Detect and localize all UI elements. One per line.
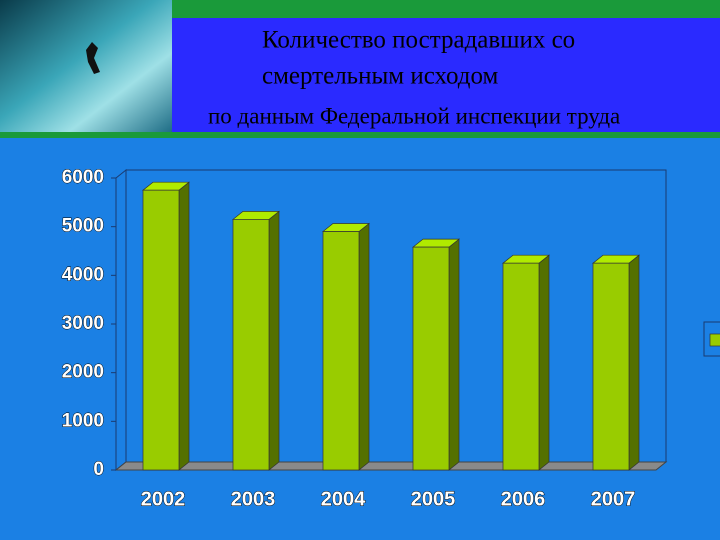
y-tick-label: 4000 (62, 264, 104, 285)
y-tick-label: 0 (93, 459, 104, 480)
bar (412, 246, 450, 471)
y-tick-label: 3000 (62, 313, 104, 334)
legend-swatch (709, 333, 720, 347)
y-tick-label: 6000 (62, 167, 104, 188)
surfer (86, 42, 100, 74)
bar-side (628, 254, 640, 471)
bar (592, 262, 630, 471)
title-line: смертельным исходом (262, 63, 499, 90)
bar-side (178, 181, 190, 471)
bar-side (538, 254, 550, 471)
y-tick-label: 1000 (62, 410, 104, 431)
bar-side (448, 238, 460, 471)
x-tick-label: 2005 (411, 488, 456, 510)
bar-side (358, 222, 370, 471)
y-tick-label: 2000 (62, 362, 104, 383)
top-strip (172, 0, 720, 18)
x-tick-label: 2003 (231, 488, 276, 510)
y-tick-label: 5000 (62, 216, 104, 237)
header-line (0, 132, 720, 138)
subtitle: по данным Федеральной инспекции труда (208, 103, 620, 128)
bar (142, 189, 180, 471)
bar (322, 231, 360, 471)
x-tick-label: 2006 (501, 488, 546, 510)
title-line: Количество пострадавших со (262, 27, 575, 54)
floor (114, 461, 668, 471)
wave-image (0, 0, 172, 132)
bar (232, 219, 270, 471)
bar-side (268, 210, 280, 471)
bar (502, 262, 540, 471)
x-tick-label: 2002 (141, 488, 186, 510)
x-tick-label: 2004 (321, 488, 366, 510)
x-tick-label: 2007 (591, 488, 636, 510)
